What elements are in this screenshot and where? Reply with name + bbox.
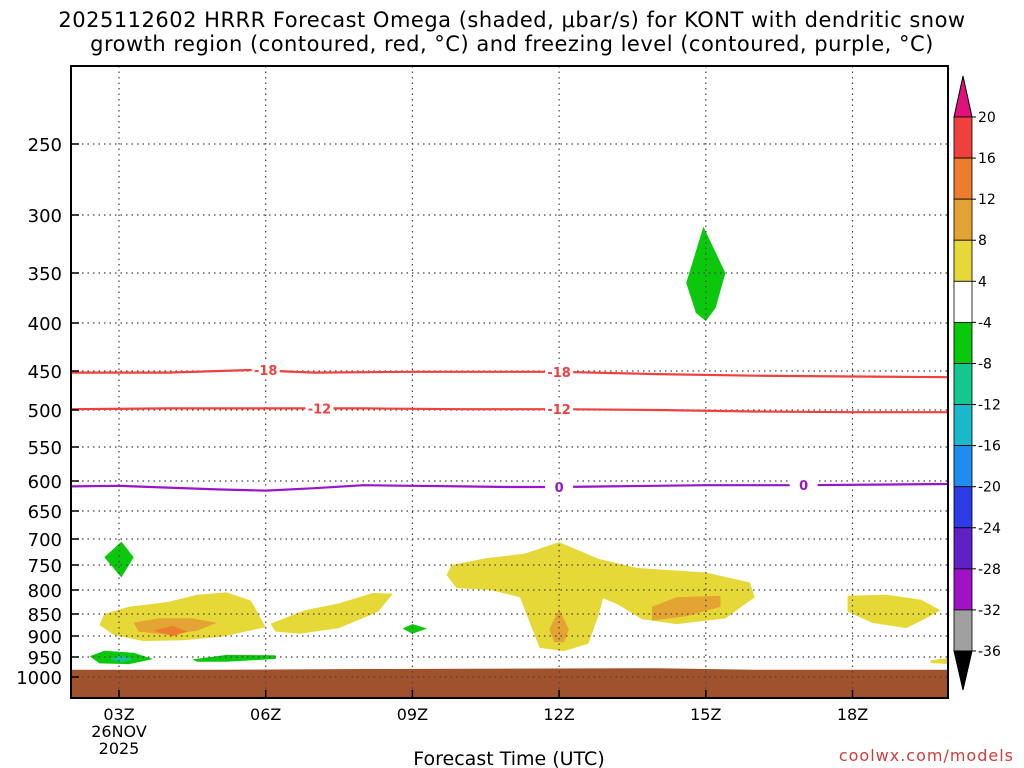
colorbar-label-7: -12 (978, 398, 1001, 414)
ytick-label-900: 900 (28, 627, 62, 648)
date-label-1: 2025 (99, 739, 140, 758)
colorbar-bin-9 (953, 486, 973, 529)
ytick-label-950: 950 (28, 648, 62, 669)
ytick-label-800: 800 (28, 581, 62, 602)
omega-region-3 (270, 592, 393, 634)
credit-text[interactable]: coolwx.com/models (838, 746, 1014, 765)
ytick-label-450: 450 (28, 362, 62, 383)
colorbar-label-6: -8 (978, 356, 992, 372)
colorbar-bin-12 (953, 609, 973, 652)
contour-label-dendritic-minus-18-1: -18 (547, 366, 571, 381)
ytick-label-550: 550 (28, 438, 62, 459)
omega-region-10 (104, 541, 134, 578)
contour-label-bg (545, 401, 574, 418)
colorbar-label-10: -24 (978, 521, 1001, 537)
ytick-label-600: 600 (28, 472, 62, 493)
ytick-label-350: 350 (28, 264, 62, 285)
colorbar-bin-6 (953, 363, 973, 405)
contour-label-bg (545, 363, 574, 380)
contour-label-dendritic-minus-12-1: -12 (547, 403, 571, 418)
omega-region-11 (402, 624, 428, 634)
xtick-label-09Z: 09Z (397, 705, 428, 724)
colorbar-label-13: -36 (978, 644, 1001, 660)
contour-label-bg (789, 477, 818, 494)
omega-region-5 (549, 609, 569, 643)
ytick-label-1000: 1000 (16, 668, 62, 689)
xtick-label-12Z: 12Z (543, 705, 574, 724)
colorbar-label-0: 20 (978, 110, 996, 126)
colorbar-label-9: -20 (978, 480, 1001, 496)
xtick-label-03Z: 03Z (103, 705, 134, 724)
colorbar-label-2: 12 (978, 192, 996, 208)
contour-dendritic-minus-18 (71, 368, 948, 379)
colorbar-min-arrow (953, 650, 973, 691)
colorbar-bin-0 (953, 116, 973, 159)
surface-ground (71, 668, 948, 698)
contour-label-dendritic-minus-18-0: -18 (254, 364, 278, 379)
axes: 2503003504004505005506006507007508008509… (16, 65, 949, 768)
colorbar-bin-8 (953, 445, 973, 488)
x-axis-title: Forecast Time (UTC) (413, 748, 604, 768)
colorbar: 20 16 12 8 4 -4 -8 -12 -16 -20 -24 -28 -32 -36 (953, 75, 1001, 691)
ytick-label-250: 250 (28, 135, 62, 156)
contour-label-dendritic-minus-12-0: -12 (308, 402, 332, 417)
colorbar-bin-5 (953, 321, 973, 364)
title-line-1: 2025112602 HRRR Forecast Omega (shaded, … (58, 8, 966, 32)
ytick-label-750: 750 (28, 556, 62, 577)
omega-region-14 (192, 654, 276, 662)
colorbar-label-4: 4 (978, 274, 987, 290)
contour-label-bg (545, 479, 574, 495)
contour-label-bg (251, 362, 280, 379)
xtick-label-06Z: 06Z (250, 705, 281, 724)
colorbar-label-3: 8 (978, 233, 987, 249)
colorbar-bin-11 (953, 568, 973, 611)
colorbar-bin-7 (953, 404, 973, 447)
omega-region-6 (652, 595, 721, 621)
omega-region-7 (847, 594, 941, 629)
colorbar-bin-1 (953, 157, 973, 200)
ytick-label-300: 300 (28, 206, 62, 227)
colorbar-label-12: -32 (978, 603, 1001, 619)
omega-region-13 (109, 655, 134, 663)
colorbar-bin-3 (953, 239, 973, 282)
ytick-label-500: 500 (28, 401, 62, 422)
chart-title: 2025112602 HRRR Forecast Omega (shaded, … (0, 8, 1024, 56)
colorbar-label-11: -28 (978, 562, 1001, 578)
contour-label-freezing-level-0-1: 0 (799, 479, 808, 494)
colorbar-label-8: -16 (978, 439, 1001, 455)
contour-dendritic-minus-12 (71, 407, 948, 414)
plot-frame (70, 65, 949, 699)
colorbar-bin-4 (953, 280, 973, 323)
colorbar-label-5: -4 (978, 315, 992, 331)
colorbar-bin-2 (953, 198, 973, 241)
title-line-2: growth region (contoured, red, °C) and f… (90, 32, 934, 56)
ytick-label-700: 700 (28, 530, 62, 551)
omega-region-2 (153, 625, 188, 636)
contour-label-freezing-level-0-0: 0 (555, 481, 564, 496)
colorbar-max-arrow (953, 75, 973, 118)
date-label-0: 26NOV (91, 722, 147, 741)
omega-region-9 (686, 226, 726, 321)
ytick-label-400: 400 (28, 314, 62, 335)
plot-area: -18 -18 -12 -12 0 0 (71, 66, 948, 698)
ytick-label-650: 650 (28, 502, 62, 523)
contour-freezing-level-0 (71, 482, 948, 492)
contour-label-bg (305, 400, 334, 417)
ytick-label-850: 850 (28, 605, 62, 626)
xtick-label-15Z: 15Z (690, 705, 721, 724)
omega-region-4 (446, 542, 755, 652)
omega-region-0 (99, 592, 266, 641)
colorbar-bin-10 (953, 527, 973, 570)
xtick-label-18Z: 18Z (837, 705, 868, 724)
colorbar-label-1: 16 (978, 151, 996, 167)
omega-region-8 (930, 658, 948, 665)
